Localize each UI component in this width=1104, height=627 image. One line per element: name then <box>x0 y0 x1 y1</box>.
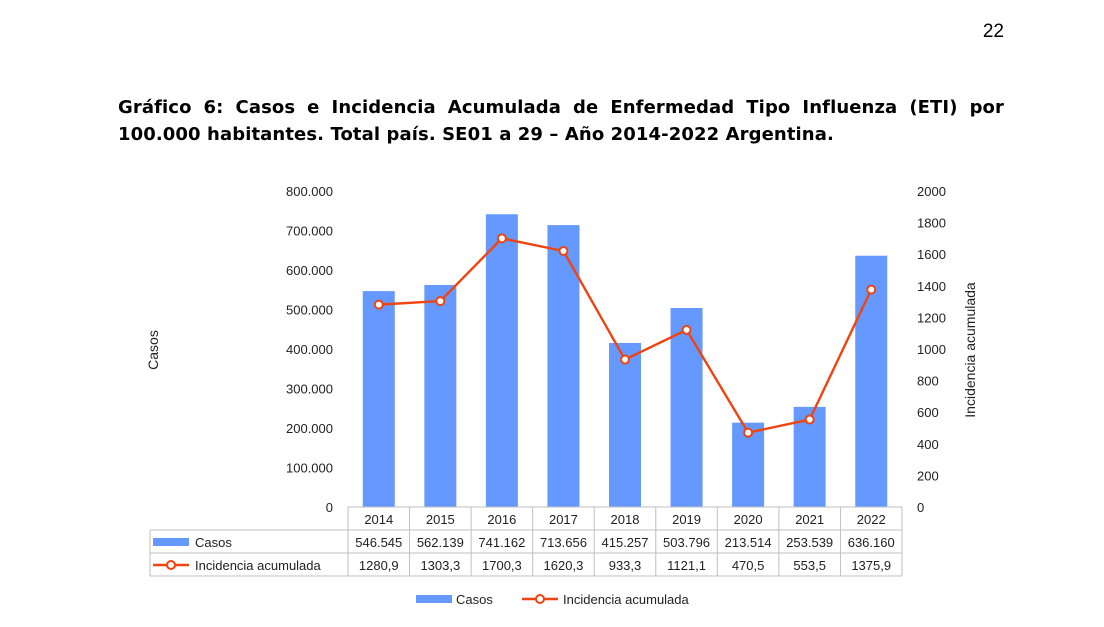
data-label-casos: 562.139 <box>417 535 464 550</box>
legend-key-casos <box>153 538 189 546</box>
data-label-incidencia: 933,3 <box>609 558 642 573</box>
data-label-casos: 213.514 <box>725 535 772 550</box>
category-label: 2020 <box>734 512 763 527</box>
data-label-incidencia: 1303,3 <box>420 558 460 573</box>
y-axis-title: Casos <box>145 330 161 370</box>
data-label-incidencia: 1620,3 <box>544 558 584 573</box>
y2-tick-label: 400 <box>917 437 939 452</box>
data-label-casos: 503.796 <box>663 535 710 550</box>
category-label: 2015 <box>426 512 455 527</box>
y-tick-label: 600.000 <box>286 263 333 278</box>
bar <box>362 291 395 507</box>
row-label-incidencia: Incidencia acumulada <box>195 558 322 573</box>
data-label-incidencia: 1121,1 <box>667 558 706 573</box>
data-label-casos: 546.545 <box>355 535 402 550</box>
category-label: 2016 <box>487 512 516 527</box>
y2-tick-label: 1800 <box>917 216 946 231</box>
y-tick-label: 800.000 <box>286 184 333 199</box>
category-label: 2022 <box>857 512 886 527</box>
line-point <box>866 284 877 295</box>
category-label: 2021 <box>795 512 824 527</box>
data-label-casos: 636.160 <box>848 535 895 550</box>
bar <box>609 342 641 507</box>
line-point <box>373 299 384 310</box>
category-label: 2017 <box>549 512 578 527</box>
legend-label-incidencia: Incidencia acumulada <box>563 592 690 607</box>
page-number: 22 <box>982 21 1004 42</box>
legend-label-casos: Casos <box>456 592 493 607</box>
category-label: 2019 <box>672 512 701 527</box>
line-point <box>743 427 754 438</box>
data-label-incidencia: 1375,9 <box>851 558 891 573</box>
bar-series-casos <box>362 214 888 507</box>
line-point <box>620 354 630 365</box>
line-point <box>804 414 815 425</box>
data-label-incidencia: 1700,3 <box>482 558 522 573</box>
y2-tick-label: 1400 <box>917 279 946 294</box>
line-series-incidencia <box>373 233 877 438</box>
bar <box>485 214 518 507</box>
y2-tick-label: 200 <box>917 468 939 483</box>
y2-tick-label: 1600 <box>917 247 946 262</box>
y2-tick-label: 1200 <box>917 310 946 325</box>
y-tick-label: 400.000 <box>286 342 333 357</box>
data-label-casos: 415.257 <box>602 535 649 550</box>
y-tick-label: 300.000 <box>286 382 333 397</box>
y2-tick-label: 1000 <box>917 342 946 357</box>
y2-axis-title: Incidencia acumulada <box>962 282 978 418</box>
chart-legend: Casos Incidencia acumulada <box>416 592 690 607</box>
data-label-casos: 741.162 <box>478 535 525 550</box>
data-label-incidencia: 1280,9 <box>359 558 399 573</box>
category-label: 2018 <box>611 512 640 527</box>
y-tick-label: 100.000 <box>286 461 333 476</box>
bar <box>547 225 580 507</box>
chart-title: Gráfico 6: Casos e Incidencia Acumulada … <box>118 97 1004 145</box>
line-point <box>681 324 692 335</box>
data-label-incidencia: 470,5 <box>732 558 765 573</box>
legend-marker-incidencia <box>535 594 545 604</box>
legend-swatch-casos <box>416 595 452 603</box>
y2-tick-label: 800 <box>917 374 939 389</box>
data-label-casos: 253.539 <box>786 535 833 550</box>
y-tick-label: 500.000 <box>286 303 333 318</box>
line-point <box>558 245 569 256</box>
y-tick-label: 200.000 <box>286 421 333 436</box>
axes: 0 100.000 200.000 300.000 400.000 500.000 600.… <box>145 184 978 515</box>
category-label: 2014 <box>364 512 393 527</box>
data-label-casos: 713.656 <box>540 535 587 550</box>
data-table: 2014 2015 2016 2017 2018 2019 2020 2021 2022 Caso… <box>149 506 903 577</box>
y2-tick-label: 600 <box>917 405 939 420</box>
y-tick-label: 700.000 <box>286 224 333 239</box>
y2-tick-label: 2000 <box>917 184 946 199</box>
bar <box>424 284 457 507</box>
line-point <box>435 296 446 307</box>
data-label-incidencia: 553,5 <box>793 558 826 573</box>
y-tick-label: 0 <box>326 500 333 515</box>
bar <box>670 308 703 507</box>
row-label-casos: Casos <box>195 535 232 550</box>
bar <box>855 255 888 507</box>
line-point <box>496 233 507 244</box>
y2-tick-label: 0 <box>917 500 924 515</box>
legend-key-incidencia-marker <box>166 560 176 570</box>
